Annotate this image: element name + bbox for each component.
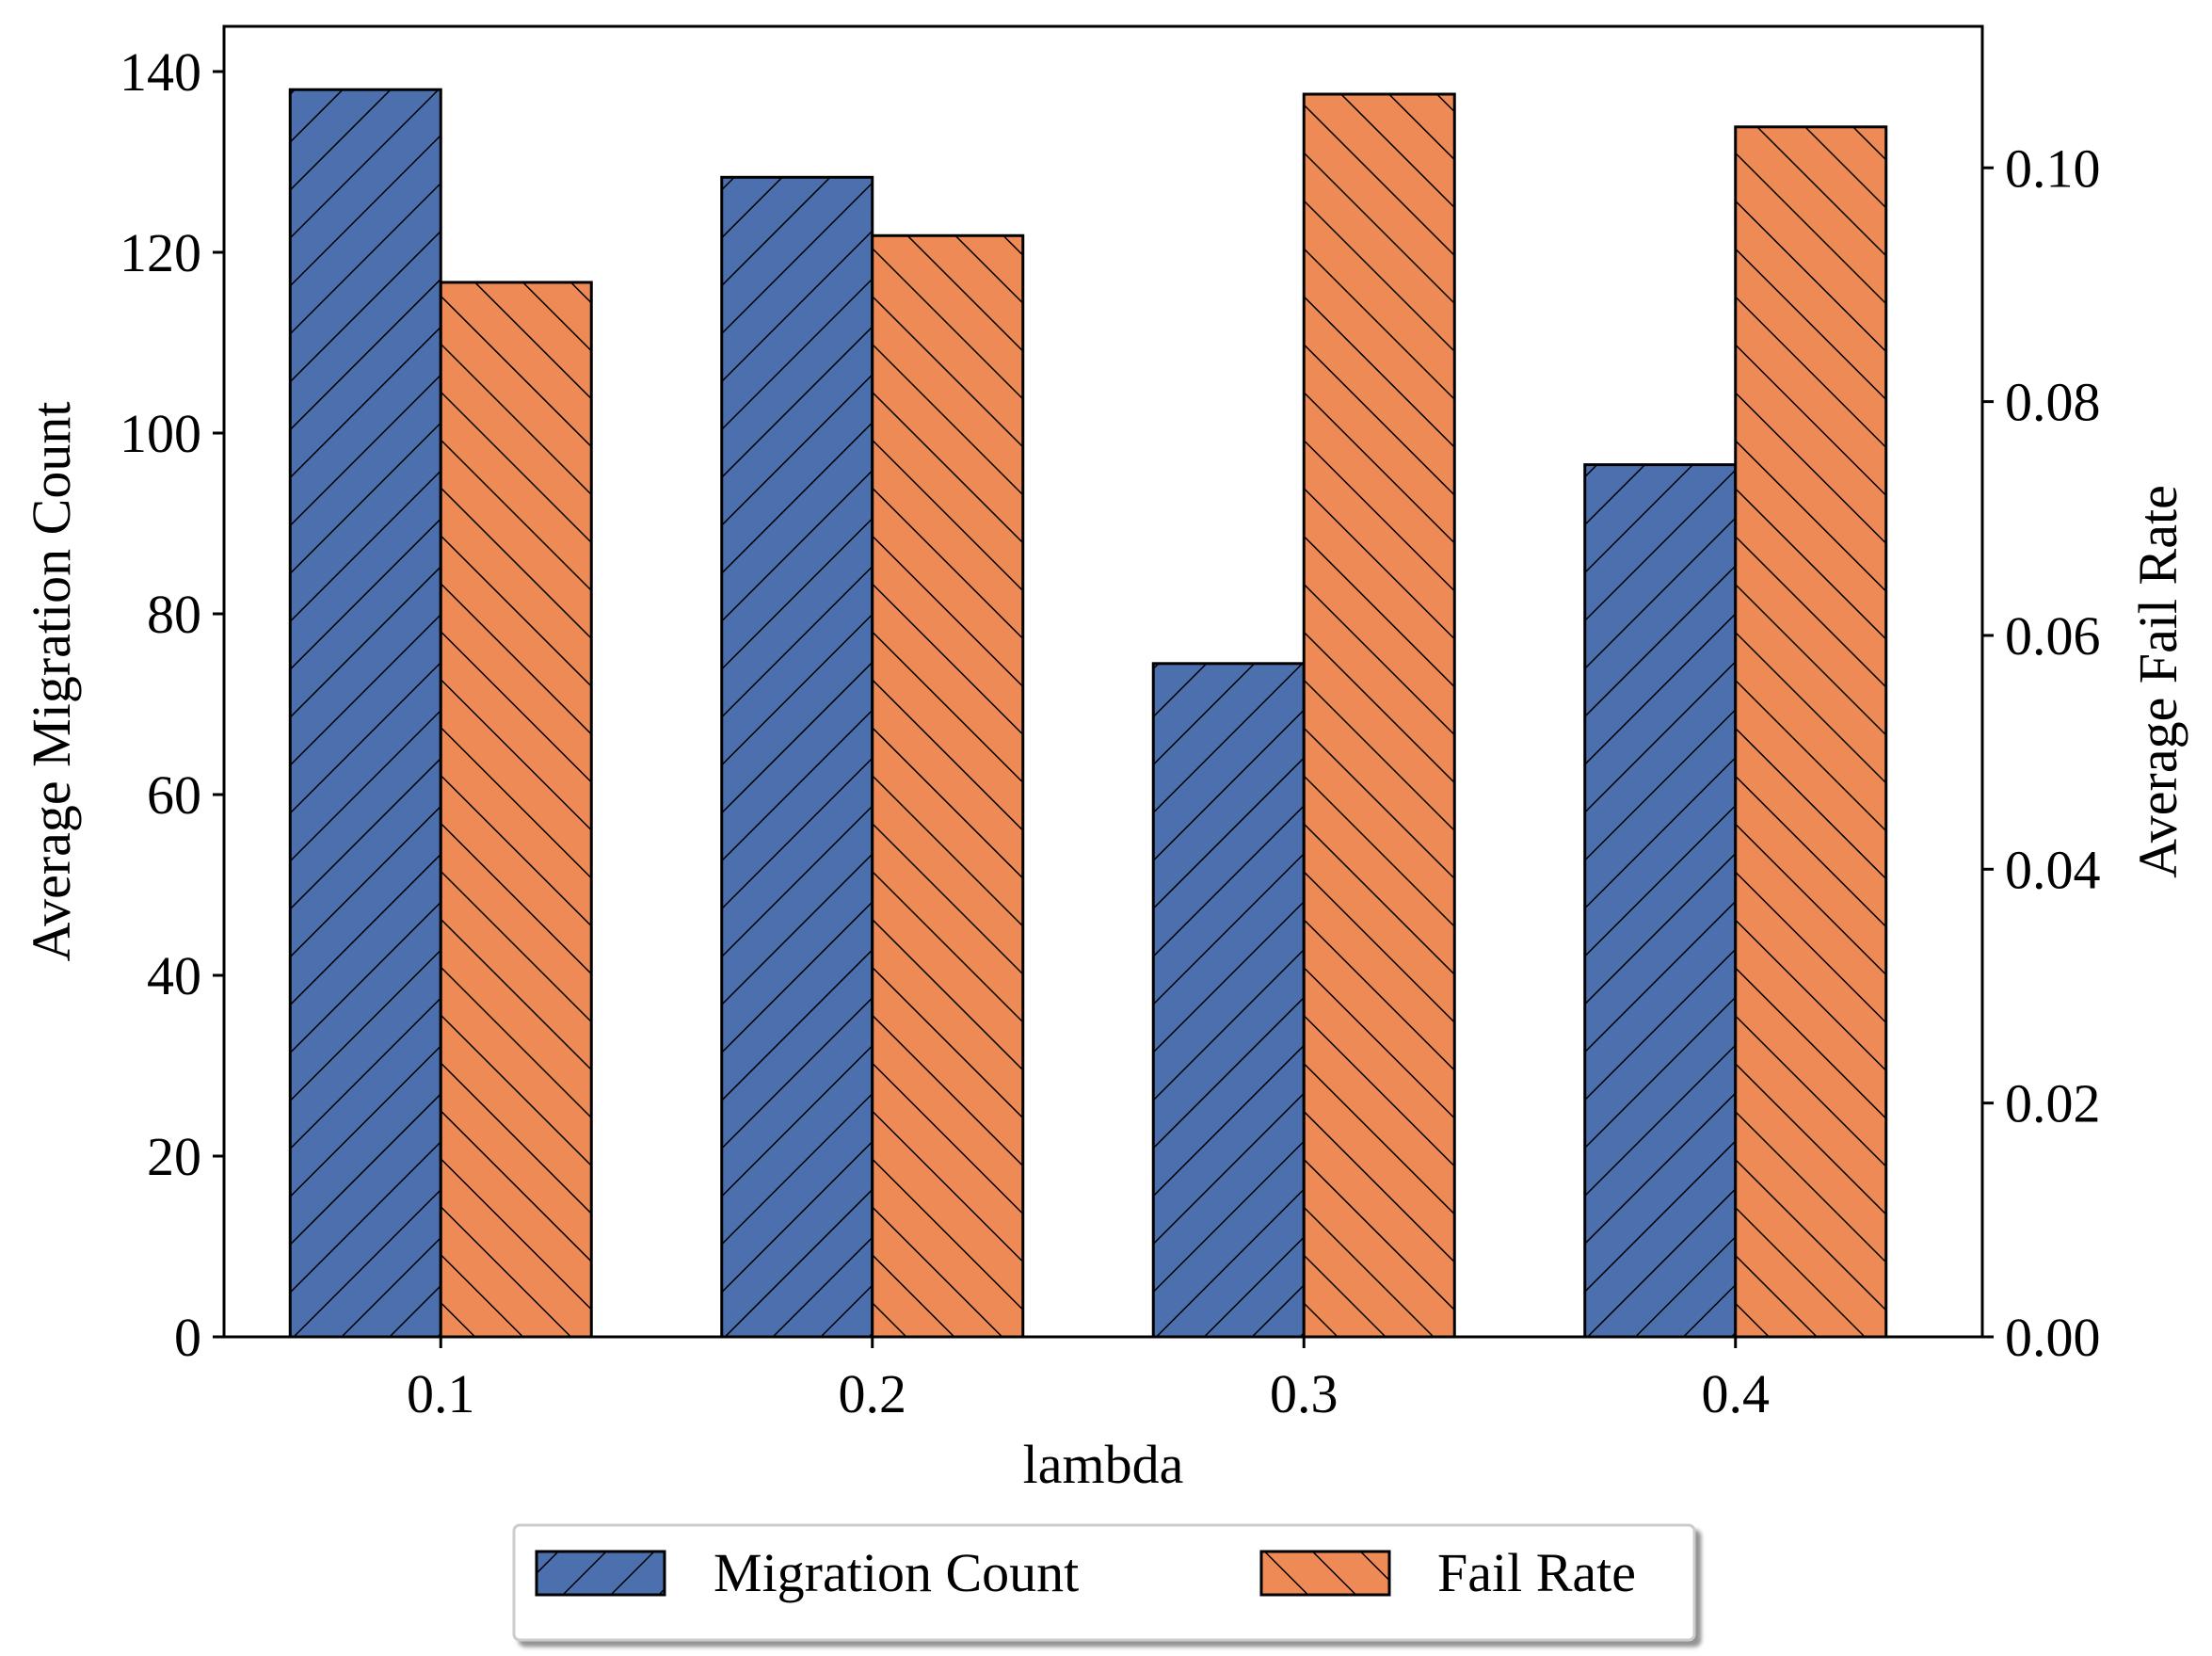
bar-migration-count-0-4 — [1583, 463, 1738, 1339]
legend-label-fail-rate: Fail Rate — [1437, 1542, 1636, 1603]
left-y-tick-label: 100 — [120, 403, 201, 464]
bar-migration-count-0-3 — [1151, 662, 1306, 1339]
left-y-tick-label: 0 — [174, 1307, 201, 1368]
left-y-tick-label: 120 — [120, 222, 201, 283]
x-tick-label-0-1: 0.1 — [407, 1363, 475, 1424]
x-tick-label-0-4: 0.4 — [1702, 1363, 1771, 1424]
left-y-tick-label: 60 — [147, 764, 201, 826]
x-tick-label-0-2: 0.2 — [839, 1363, 907, 1424]
right-y-axis-title: Average Fail Rate — [2127, 485, 2188, 878]
right-y-tick-label: 0.04 — [2005, 839, 2101, 900]
right-y-tick-label: 0.02 — [2005, 1073, 2101, 1134]
bar-fail-rate-0-4 — [1734, 125, 1888, 1339]
right-y-tick-label: 0.08 — [2005, 372, 2101, 433]
left-y-tick-label: 20 — [147, 1126, 201, 1187]
left-y-tick-label: 80 — [147, 584, 201, 645]
legend-box — [512, 1523, 1696, 1642]
bar-fail-rate-0-3 — [1302, 92, 1456, 1339]
x-axis: 0.1 0.2 0.3 0.4 — [407, 1337, 1770, 1424]
left-y-axis: 0 20 40 60 80 100 120 140 — [120, 41, 224, 1368]
bar-migration-count-0-1 — [288, 88, 442, 1339]
right-y-axis: 0.00 0.02 0.04 0.06 0.08 0.10 — [1982, 137, 2101, 1368]
left-y-tick-label: 140 — [120, 41, 201, 103]
left-y-axis-title: Average Migration Count — [21, 402, 82, 962]
bars-group — [288, 88, 1888, 1339]
x-tick-label-0-3: 0.3 — [1270, 1363, 1338, 1424]
plot-frame — [222, 24, 1984, 1339]
legend-swatch-migration-count — [535, 1550, 666, 1597]
bar-fail-rate-0-2 — [871, 233, 1025, 1339]
legend-label-migration-count: Migration Count — [713, 1542, 1079, 1603]
legend: Migration Count Fail Rate — [512, 1523, 1696, 1642]
left-y-tick-label: 40 — [147, 945, 201, 1006]
legend-swatch-fail-rate — [1259, 1550, 1391, 1597]
right-y-tick-label: 0.06 — [2005, 605, 2101, 667]
bar-migration-count-0-2 — [720, 175, 874, 1339]
bar-fail-rate-0-1 — [439, 281, 593, 1339]
right-y-tick-label: 0.00 — [2005, 1307, 2101, 1368]
right-y-tick-label: 0.10 — [2005, 137, 2101, 199]
x-axis-title: lambda — [1023, 1434, 1184, 1495]
